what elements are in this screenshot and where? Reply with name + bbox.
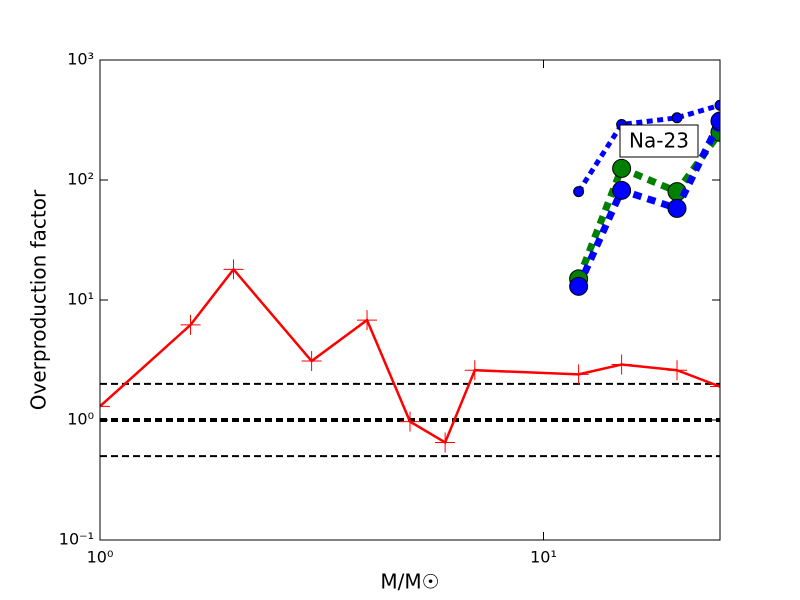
x-tick-label: 10¹ (530, 548, 557, 567)
series-line (575, 119, 720, 288)
plot-frame (99, 59, 721, 541)
plot-area (100, 99, 720, 458)
y-tick-label: 10⁻¹ (59, 530, 94, 549)
y-tick-label: 10³ (67, 50, 94, 69)
marker (612, 180, 632, 200)
marker (301, 351, 322, 372)
y-tick-label: 10² (67, 170, 94, 189)
marker (180, 314, 201, 335)
marker (435, 432, 456, 453)
series-line (576, 102, 720, 193)
annotation-box (619, 124, 699, 158)
marker (612, 158, 632, 178)
marker (671, 112, 683, 124)
y-tick-label: 10¹ (67, 290, 94, 309)
marker (714, 99, 720, 111)
marker (611, 354, 632, 375)
marker (667, 360, 688, 381)
annotation: Na-23 (629, 129, 689, 153)
y-axis-label: Overproduction factor (27, 189, 51, 410)
marker (100, 396, 110, 417)
marker (464, 360, 485, 381)
x-axis-label: M/M☉ (380, 570, 439, 594)
marker (400, 411, 420, 432)
marker (223, 259, 244, 280)
marker (569, 276, 589, 296)
series-line (575, 130, 720, 281)
marker (710, 376, 720, 397)
x-tick-label: 10⁰ (87, 548, 114, 567)
y-tick-label: 10⁰ (67, 410, 94, 429)
marker (568, 364, 589, 385)
marker (573, 186, 585, 198)
marker (667, 198, 687, 218)
marker (710, 111, 720, 131)
marker (357, 310, 378, 331)
series-line (100, 267, 720, 445)
